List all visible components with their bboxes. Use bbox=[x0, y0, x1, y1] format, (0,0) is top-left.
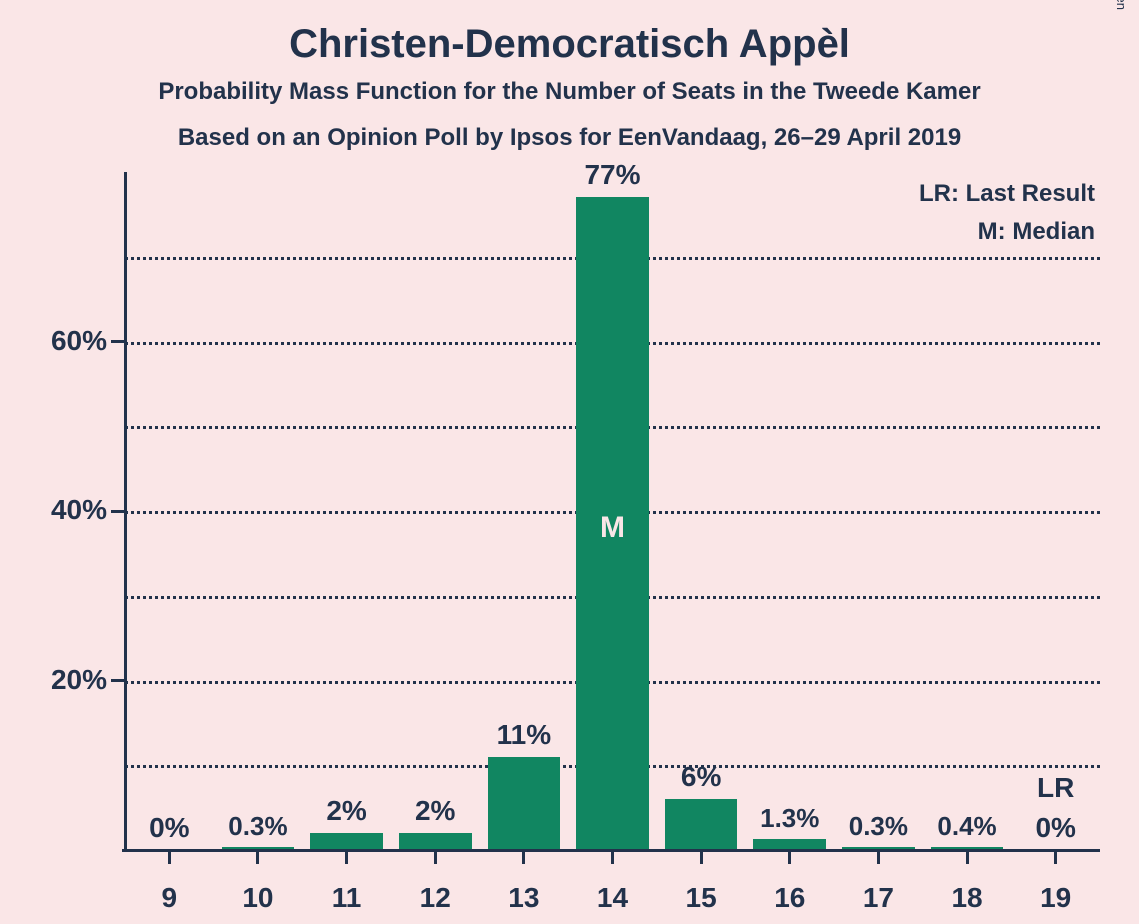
bar-value-label: 0% bbox=[120, 812, 219, 844]
bar bbox=[310, 833, 383, 850]
bar-value-label: 6% bbox=[652, 761, 751, 793]
x-axis-tick bbox=[788, 850, 791, 864]
bar-value-label: 0.3% bbox=[829, 811, 928, 842]
x-axis-label: 12 bbox=[391, 882, 480, 914]
bar-value-label: 2% bbox=[297, 795, 396, 827]
chart-container: Christen-Democratisch Appèl Probability … bbox=[0, 0, 1139, 924]
plot-area: 20%40%60%0%90.3%102%112%1211%1377%14M6%1… bbox=[125, 172, 1100, 850]
x-axis-tick bbox=[966, 850, 969, 864]
bar-value-label: 0.3% bbox=[209, 811, 308, 842]
bar-value-label: 0% bbox=[1006, 812, 1105, 844]
x-axis-label: 17 bbox=[834, 882, 923, 914]
x-axis-tick bbox=[168, 850, 171, 864]
x-axis-label: 13 bbox=[480, 882, 569, 914]
copyright-text: © 2020 Filip van Laenen bbox=[1114, 0, 1129, 10]
x-axis-label: 19 bbox=[1011, 882, 1100, 914]
y-axis-label: 20% bbox=[17, 664, 107, 696]
median-marker: M bbox=[576, 511, 649, 545]
x-axis-label: 18 bbox=[923, 882, 1012, 914]
x-axis-tick bbox=[700, 850, 703, 864]
x-axis-tick bbox=[256, 850, 259, 864]
bar-value-label: 11% bbox=[475, 719, 574, 751]
x-axis-label: 10 bbox=[214, 882, 303, 914]
x-axis-tick bbox=[1054, 850, 1057, 864]
x-axis-label: 14 bbox=[568, 882, 657, 914]
bar bbox=[399, 833, 472, 850]
bar bbox=[488, 757, 561, 850]
x-axis-label: 15 bbox=[657, 882, 746, 914]
x-axis-label: 11 bbox=[302, 882, 391, 914]
x-axis-tick bbox=[434, 850, 437, 864]
x-axis-label: 16 bbox=[745, 882, 834, 914]
y-axis bbox=[124, 172, 127, 852]
x-axis-label: 9 bbox=[125, 882, 214, 914]
y-axis-label: 60% bbox=[17, 325, 107, 357]
x-axis-tick bbox=[345, 850, 348, 864]
chart-subtitle-1: Probability Mass Function for the Number… bbox=[0, 78, 1139, 106]
bar-value-label: 77% bbox=[563, 159, 662, 191]
chart-title: Christen-Democratisch Appèl bbox=[0, 22, 1139, 67]
chart-subtitle-2: Based on an Opinion Poll by Ipsos for Ee… bbox=[0, 124, 1139, 152]
last-result-marker: LR bbox=[1011, 772, 1100, 804]
bar-value-label: 0.4% bbox=[918, 811, 1017, 842]
x-axis-tick bbox=[522, 850, 525, 864]
x-axis bbox=[122, 849, 1100, 852]
bar-value-label: 1.3% bbox=[740, 803, 839, 834]
x-axis-tick bbox=[611, 850, 614, 864]
x-axis-tick bbox=[877, 850, 880, 864]
y-axis-label: 40% bbox=[17, 494, 107, 526]
bar-value-label: 2% bbox=[386, 795, 485, 827]
bar bbox=[665, 799, 738, 850]
